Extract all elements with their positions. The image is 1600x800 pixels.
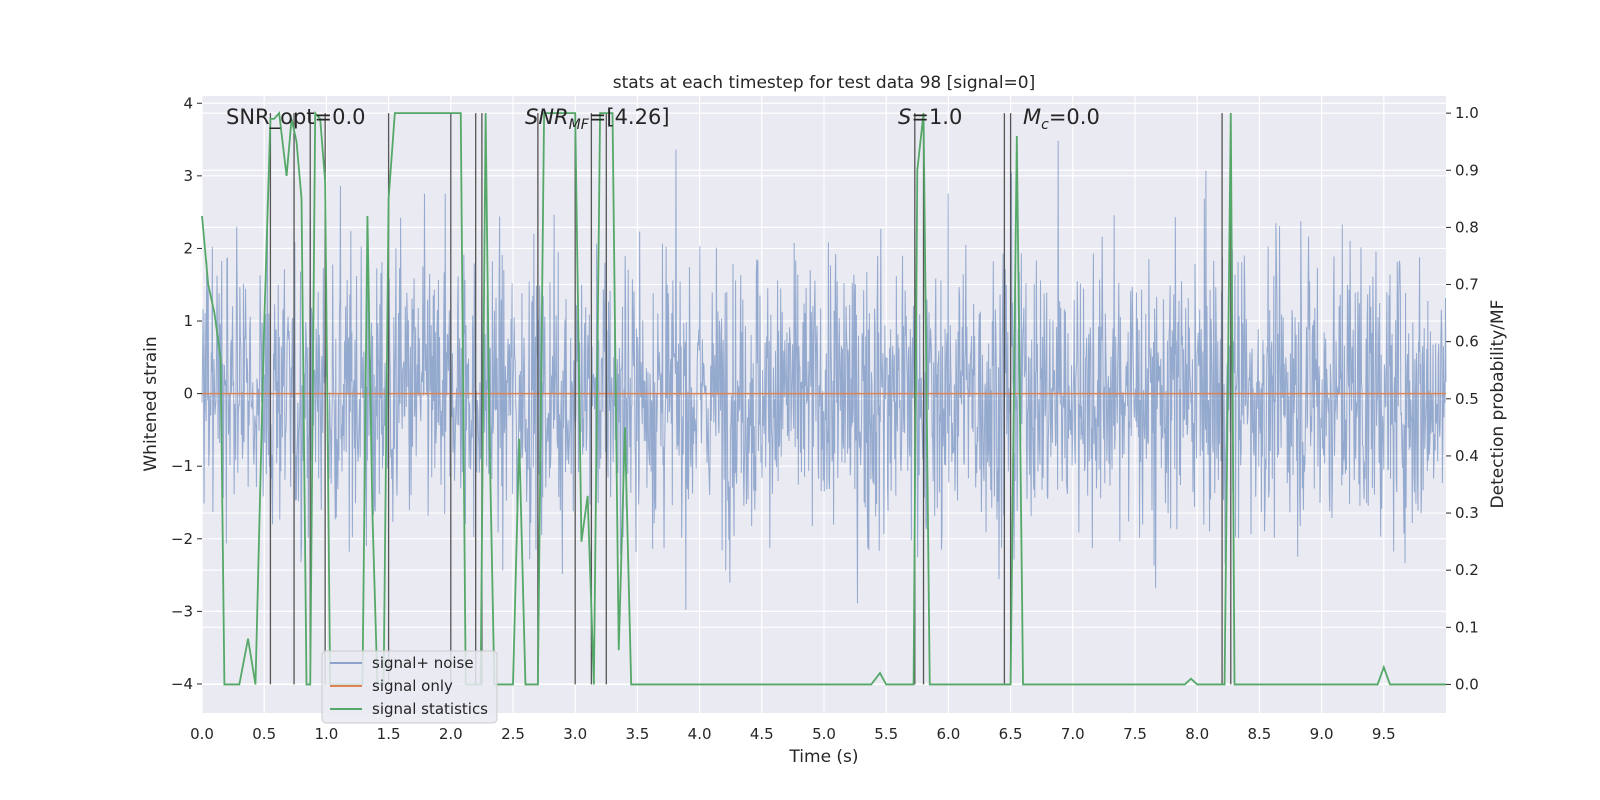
x-tick-label: 8.5	[1247, 725, 1271, 743]
x-tick-label: 8.0	[1185, 725, 1209, 743]
x-tick-label: 1.0	[314, 725, 338, 743]
x-tick-label: 7.5	[1123, 725, 1147, 743]
annotation-snr-mf-value: =[4.26]	[589, 105, 670, 129]
y-right-tick-label: 0.5	[1455, 390, 1479, 408]
signal-statistics-line	[201, 110, 1446, 686]
y-right-tick-label: 0.9	[1455, 161, 1479, 179]
y-right-tick-label: 0.4	[1455, 447, 1479, 465]
x-tick-label: 0.5	[252, 725, 276, 743]
x-tick-label: 1.5	[377, 725, 401, 743]
annotation-snr-opt: SNR_opt=0.0	[226, 105, 366, 130]
annotation-s-name: S	[898, 105, 911, 129]
x-tick-label: 4.5	[750, 725, 774, 743]
x-tick-label: 5.5	[874, 725, 898, 743]
x-tick-label: 9.0	[1310, 725, 1334, 743]
y-tick-label: 3	[183, 167, 193, 185]
y-right-tick-label: 0.1	[1455, 618, 1479, 636]
annotation-snr-mf-name: SNR	[525, 105, 569, 129]
y-tick-label: −3	[171, 602, 193, 620]
chart-title: stats at each timestep for test data 98 …	[613, 73, 1036, 93]
y-right-tick-label: 0.3	[1455, 504, 1479, 522]
legend-label-signal-statistics: signal statistics	[372, 700, 488, 718]
legend-box	[321, 650, 498, 724]
x-tick-label: 6.5	[999, 725, 1023, 743]
y-tick-label: 4	[183, 94, 193, 112]
y-tick-label: −4	[171, 675, 193, 693]
y-tick-label: 0	[183, 385, 193, 403]
x-tick-label: 9.5	[1372, 725, 1396, 743]
y-axis-right-label: Detection probability/MF	[1488, 300, 1508, 509]
y-right-tick-label: 0.6	[1455, 333, 1479, 351]
annotation-mc-sub: c	[1041, 117, 1049, 133]
y-right-tick-label: 0.7	[1455, 276, 1479, 294]
annotation-snr-mf-sub: MF	[569, 117, 590, 133]
x-axis-label: Time (s)	[788, 747, 858, 767]
x-tick-label: 4.0	[688, 725, 712, 743]
legend-label-signal-only: signal only	[372, 677, 453, 695]
y-axis-right-ticks: 1.0 0.9 0.8 0.7 0.6 0.5 0.4 0.3 0.2 0.1 0.0	[1446, 104, 1479, 693]
x-tick-label: 2.5	[501, 725, 525, 743]
x-tick-label: 6.0	[936, 725, 960, 743]
statistics-series	[201, 110, 1446, 686]
legend: signal+ noise signal only signal statist…	[321, 650, 498, 724]
y-right-tick-label: 0.0	[1455, 675, 1479, 693]
x-tick-label: 3.5	[625, 725, 649, 743]
x-tick-label: 2.0	[439, 725, 463, 743]
y-tick-label: −1	[171, 457, 193, 475]
noise-series	[201, 140, 1447, 610]
y-right-tick-label: 0.8	[1455, 218, 1479, 236]
x-tick-label: 3.0	[563, 725, 587, 743]
y-axis-ticks: 4 3 2 1 0 −1 −2 −3 −4	[171, 94, 202, 693]
y-tick-label: −2	[171, 530, 193, 548]
x-tick-label: 5.0	[812, 725, 836, 743]
signal-noise-line	[201, 140, 1447, 610]
y-tick-label: 1	[183, 312, 193, 330]
y-tick-label: 2	[183, 239, 193, 257]
annotation-s-value: =1.0	[911, 105, 962, 129]
x-tick-label: 7.0	[1061, 725, 1085, 743]
x-tick-label: 0.0	[190, 725, 214, 743]
annotation-s: S=1.0	[898, 105, 962, 129]
y-right-tick-label: 1.0	[1455, 104, 1479, 122]
y-axis-label: Whitened strain	[141, 336, 161, 471]
annotation-mc-value: =0.0	[1049, 105, 1100, 129]
annotation-mc: Mc=0.0	[1023, 105, 1100, 133]
legend-label-signal-noise: signal+ noise	[372, 654, 474, 672]
vertical-marker-lines	[269, 113, 1232, 685]
x-axis-ticks: 0.0 0.5 1.0 1.5 2.0 2.5 3.0 3.5 4.0 4.5 5.0 5.5 6.0 6…	[190, 725, 1396, 743]
annotation-mc-name: M	[1023, 105, 1041, 129]
y-right-tick-label: 0.2	[1455, 561, 1479, 579]
annotation-snr-mf: SNRMF=[4.26]	[525, 105, 670, 133]
